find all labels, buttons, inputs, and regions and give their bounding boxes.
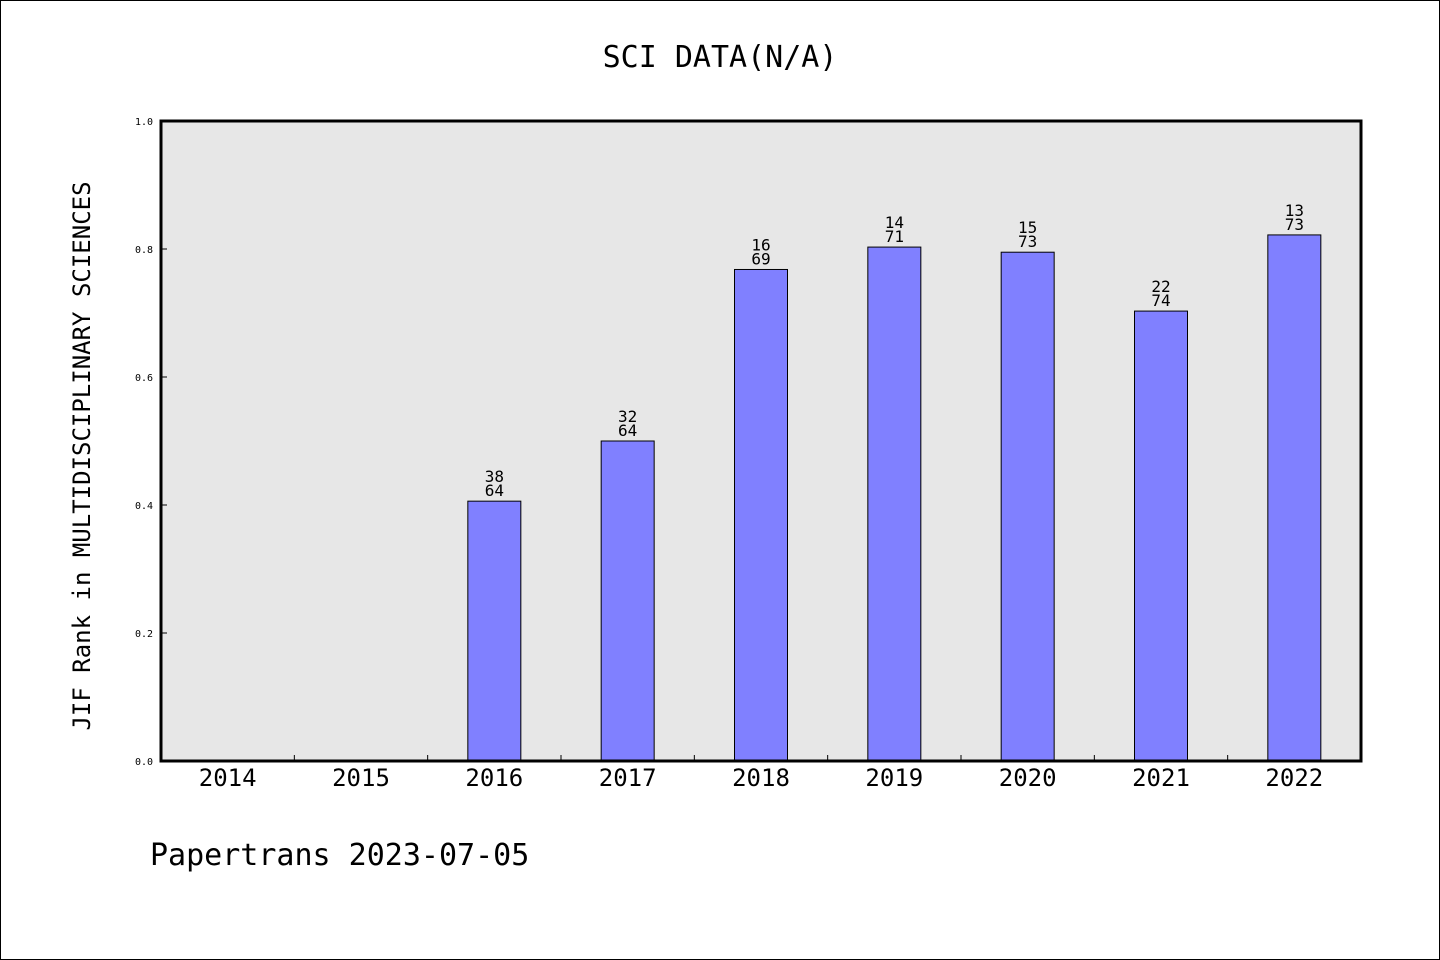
bar-2016: [467, 500, 522, 762]
y-tick-label: 1.0: [135, 117, 153, 128]
data-labels-layer: 38 64 32 64 16 69 14 71 15 73 22 74 13 73: [485, 201, 1304, 500]
x-tick-label-2016: 2016: [465, 764, 523, 792]
y-tick-label: 0.0: [135, 757, 153, 768]
bar-2020: [1000, 251, 1055, 762]
bar-2017: [600, 440, 655, 762]
bar-2022: [1267, 234, 1322, 762]
data-label-2016: 38 64: [485, 467, 504, 500]
data-label-2021: 22 74: [1151, 277, 1170, 310]
bars-layer: [467, 234, 1322, 762]
y-tick-label: 0.2: [135, 629, 153, 640]
x-tick-label-2021: 2021: [1132, 764, 1190, 792]
x-tick-label-2017: 2017: [599, 764, 657, 792]
y-tick-label: 0.4: [135, 501, 153, 512]
data-label-2019: 14 71: [885, 213, 904, 246]
x-tick-label-2022: 2022: [1265, 764, 1323, 792]
bar-2018: [734, 268, 788, 762]
x-tick-label-2019: 2019: [865, 764, 923, 792]
x-tick-label-2015: 2015: [332, 764, 390, 792]
chart-title: SCI DATA(N/A): [603, 40, 838, 75]
y-tick-label: 0.8: [135, 245, 153, 256]
x-axis: 2014 2015 2016 2017 2018 2019 2020 2021 2022: [199, 755, 1323, 792]
data-label-2018: 16 69: [751, 235, 770, 268]
x-tick-label-2014: 2014: [199, 764, 257, 792]
footer-date: Papertrans 2023-07-05: [150, 838, 529, 873]
data-label-2017: 32 64: [618, 407, 637, 440]
x-tick-label-2018: 2018: [732, 764, 790, 792]
x-tick-label-2020: 2020: [999, 764, 1057, 792]
plot-border: [159, 119, 1363, 763]
bar-2019: [867, 246, 922, 762]
bar-2021: [1134, 310, 1188, 762]
y-tick-label: 0.6: [135, 373, 153, 384]
data-label-2020: 15 73: [1018, 218, 1037, 251]
data-label-2022: 13 73: [1285, 201, 1304, 234]
y-axis-label: JIF Rank in MULTIDISCIPLINARY SCIENCES: [68, 181, 96, 730]
